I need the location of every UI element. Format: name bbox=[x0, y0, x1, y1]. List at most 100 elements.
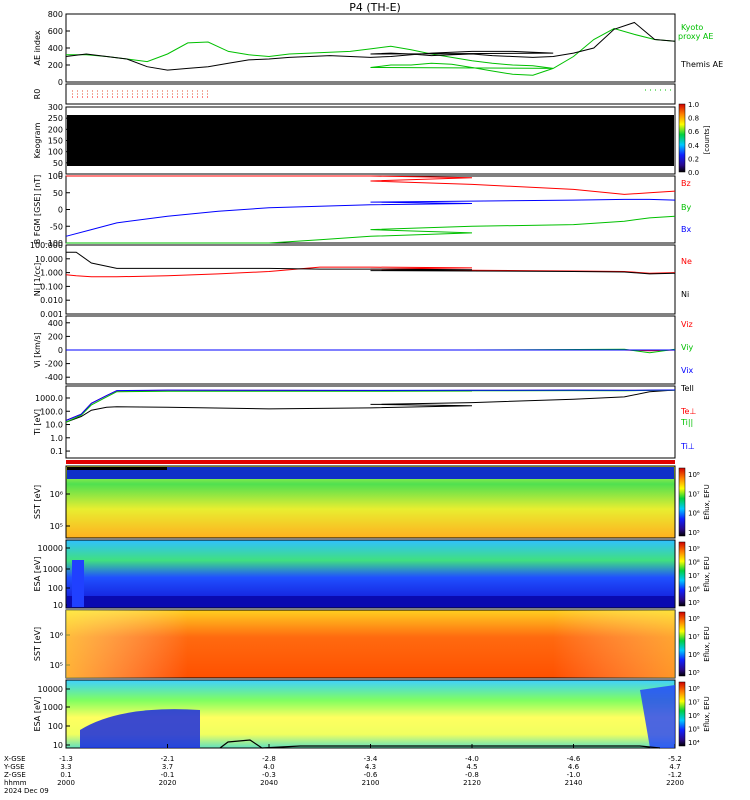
colorbar-esa_i bbox=[678, 681, 686, 747]
axis-row-label: X-GSE bbox=[4, 755, 26, 763]
axis-row-value: -4.6 bbox=[567, 755, 581, 763]
ytick-label-bfgm: 0 bbox=[58, 206, 63, 215]
ylabel-keogram: Keogram bbox=[33, 122, 42, 158]
ytick-label-bfgm: 100 bbox=[48, 172, 63, 181]
ytick-label-sst_i: 10⁵ bbox=[50, 661, 63, 670]
sst-i-edge-tint bbox=[66, 610, 675, 678]
colorbar-keogram bbox=[678, 103, 686, 173]
ytick-label-sst_e: 10⁶ bbox=[50, 490, 63, 499]
colorbar-tick-esa_e: 10⁶ bbox=[688, 586, 700, 594]
colorbar-tick-esa_e: 10⁸ bbox=[688, 559, 700, 567]
ylabel-sst_i: SST [eV] bbox=[33, 627, 42, 661]
colorbar-tick-keogram: 0.8 bbox=[688, 115, 699, 123]
series-temperature-tell bbox=[65, 389, 676, 423]
legend-themis-ae: Themis AE bbox=[680, 60, 723, 69]
ylabel-velocity: Vi [km/s] bbox=[33, 332, 42, 368]
ytick-label-keogram: 250 bbox=[48, 114, 63, 123]
mode-bar bbox=[66, 460, 675, 464]
ylabel-sst_e: SST [eV] bbox=[33, 485, 42, 519]
legend-bfgm: By bbox=[681, 203, 691, 212]
axis-row-value: -2.8 bbox=[262, 755, 276, 763]
ytick-label-velocity: -400 bbox=[45, 373, 63, 382]
legend-proxy-ae: proxy AE bbox=[678, 32, 713, 41]
colorbar-tick-esa_i: 10⁴ bbox=[688, 739, 700, 747]
colorbar-tick-sst_e: 10⁸ bbox=[688, 471, 700, 479]
legend-density: Ne bbox=[681, 257, 692, 266]
ytick-label-velocity: 400 bbox=[48, 319, 63, 328]
panel-frame-density bbox=[65, 244, 676, 315]
colorbar-sst_i bbox=[678, 611, 686, 677]
axis-row-value: -1.3 bbox=[59, 755, 73, 763]
ytick-label-keogram: 0 bbox=[58, 170, 63, 179]
axis-row-value: -0.1 bbox=[161, 771, 175, 779]
ytick-label-sst_i: 10⁶ bbox=[50, 631, 63, 640]
axis-row-value: 2120 bbox=[463, 779, 481, 787]
legend-bfgm: Bx bbox=[681, 225, 691, 234]
ytick-label-esa_i: 100 bbox=[48, 722, 63, 731]
ytick-label-temperature: 10.0 bbox=[45, 421, 63, 430]
ytick-label-velocity: -200 bbox=[45, 360, 63, 369]
ytick-label-temperature: 1.0 bbox=[50, 434, 63, 443]
ytick-label-velocity: 0 bbox=[58, 346, 63, 355]
legend-density: Ni bbox=[681, 290, 689, 299]
axis-row-value: 4.3 bbox=[365, 763, 376, 771]
colorbar-tick-esa_i: 10⁵ bbox=[688, 726, 700, 734]
ytick-label-esa_e: 10 bbox=[53, 601, 63, 610]
colorbar-tick-esa_i: 10⁸ bbox=[688, 685, 700, 693]
colorbar-sst_e bbox=[678, 467, 686, 537]
sst-e-noise-band bbox=[67, 467, 674, 479]
series-density-ni bbox=[66, 251, 676, 275]
axis-date: 2024 Dec 09 bbox=[4, 787, 49, 795]
colorbar-label-sst_e: Eflux, EFU bbox=[703, 484, 711, 519]
ytick-label-ae: 800 bbox=[48, 10, 63, 19]
colorbar-tick-sst_i: 10⁷ bbox=[688, 633, 700, 641]
colorbar-tick-keogram: 0.6 bbox=[688, 128, 700, 136]
colorbar-tick-sst_e: 10⁶ bbox=[688, 510, 700, 518]
panel-frame-bfgm bbox=[65, 175, 676, 244]
axis-row-value: 4.5 bbox=[466, 763, 477, 771]
ytick-label-keogram: 150 bbox=[48, 137, 63, 146]
ytick-label-sst_e: 10⁵ bbox=[50, 522, 63, 531]
axis-row-value: 4.6 bbox=[568, 763, 580, 771]
axis-row-value: 4.7 bbox=[669, 763, 680, 771]
panel-frame-temperature bbox=[65, 385, 676, 459]
ylabel-ae: AE index bbox=[33, 30, 42, 65]
axis-row-value: 2020 bbox=[159, 779, 177, 787]
colorbar-tick-sst_i: 10⁶ bbox=[688, 651, 700, 659]
axis-row-label: Z-GSE bbox=[4, 771, 26, 779]
panel-frame-ro bbox=[65, 83, 676, 105]
esa-i-bottom-curve bbox=[219, 739, 661, 749]
time-axis: X-GSE -1.3 -2.1 -2.8 -3.4 -4.0 -4.6 -5.2 Y-GSE 3.… bbox=[3, 744, 684, 795]
colorbar-tick-sst_e: 10⁷ bbox=[688, 490, 700, 498]
ylabel-ro: R0 bbox=[33, 89, 42, 100]
ytick-label-ae: 0 bbox=[58, 78, 63, 87]
ytick-label-bfgm: -100 bbox=[45, 239, 63, 248]
series-temperature-te- bbox=[65, 389, 676, 421]
ylabel-esa_e: ESA [eV] bbox=[33, 557, 42, 592]
legend-kyoto: Kyoto bbox=[681, 23, 703, 32]
colorbar-tick-esa_i: 10⁶ bbox=[688, 712, 700, 720]
colorbar-label-keogram: [counts] bbox=[703, 125, 711, 154]
ytick-label-temperature: 100.0 bbox=[40, 407, 63, 416]
esa-e-early-column bbox=[72, 560, 84, 607]
axis-row-value: 2140 bbox=[565, 779, 583, 787]
axis-row-value: -0.6 bbox=[364, 771, 378, 779]
ytick-label-bfgm: -50 bbox=[50, 222, 63, 231]
colorbar-tick-sst_e: 10⁵ bbox=[688, 529, 700, 537]
ylabel-temperature: Ti [eV] bbox=[33, 409, 42, 436]
axis-row-value: 3.3 bbox=[60, 763, 71, 771]
series-bfgm-by bbox=[66, 215, 676, 244]
panel-frame-esa_e bbox=[65, 539, 676, 609]
series-ae-kyoto-proxy-ae bbox=[66, 27, 676, 76]
legend-velocity: Viy bbox=[681, 343, 694, 352]
axis-row-value: -1.0 bbox=[567, 771, 581, 779]
legend-temperature: Ti|| bbox=[680, 418, 693, 427]
colorbar-tick-keogram: 0.2 bbox=[688, 155, 699, 163]
axis-row-value: -5.2 bbox=[668, 755, 682, 763]
colorbar-label-esa_i: Eflux, EFU bbox=[703, 696, 711, 731]
colorbar-tick-esa_e: 10⁹ bbox=[688, 545, 700, 553]
ytick-label-keogram: 50 bbox=[53, 159, 63, 168]
ytick-label-velocity: 200 bbox=[48, 332, 63, 341]
esa-i-low-energy-patch bbox=[80, 709, 200, 748]
